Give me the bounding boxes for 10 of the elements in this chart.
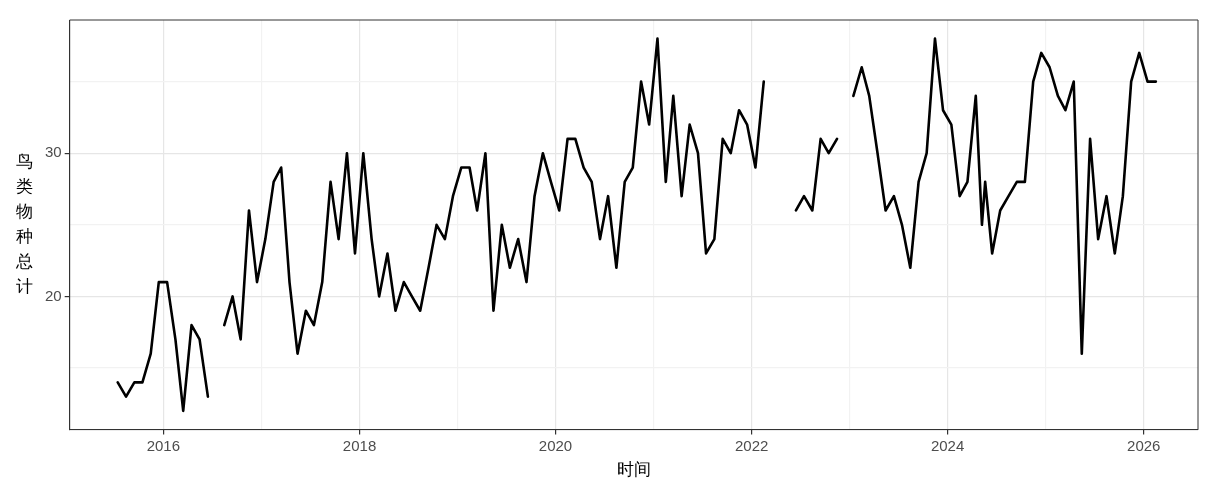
x-tick-label: 2022	[734, 436, 769, 454]
y-tick-label: 30	[45, 143, 62, 161]
x-tick-label: 2020	[538, 436, 573, 454]
x-tick-label: 2026	[1127, 436, 1161, 454]
x-tick-label: 2024	[930, 436, 965, 454]
x-tick-label: 2018	[342, 436, 377, 454]
x-tick-label: 2016	[146, 436, 181, 454]
y-axis-title: 鸟类物种总计	[14, 151, 33, 296]
y-tick-label: 20	[45, 286, 62, 304]
x-axis-title: 时间	[616, 460, 651, 480]
